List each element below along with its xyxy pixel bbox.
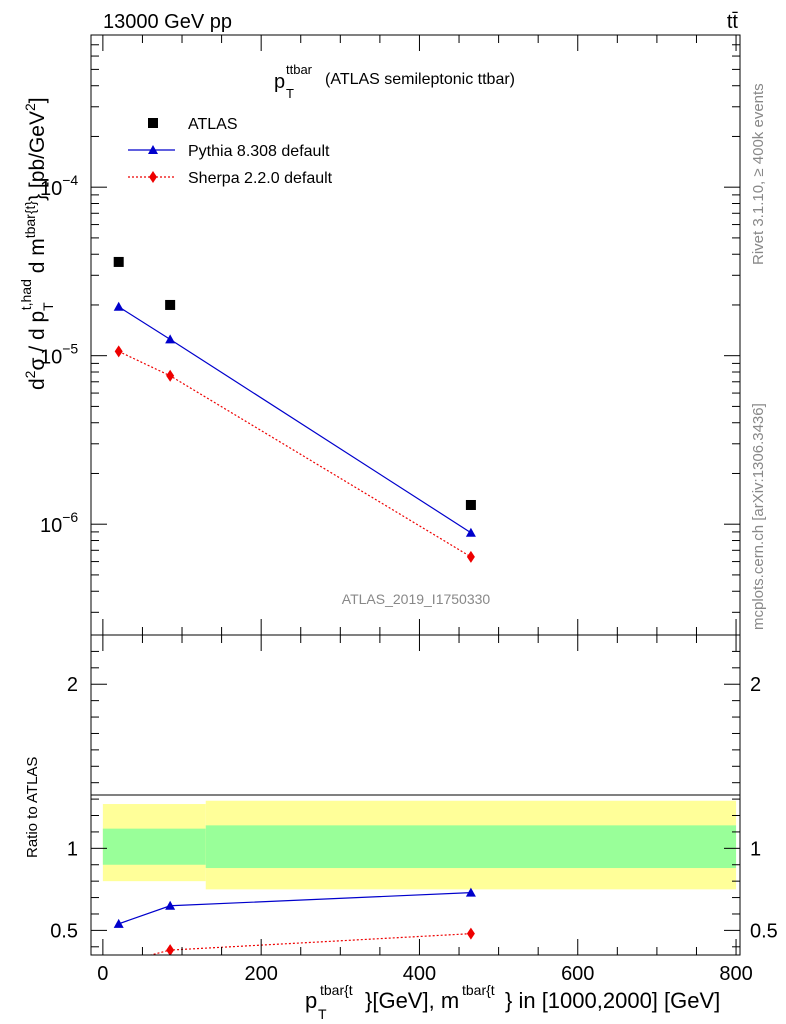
main-data-point: [113, 301, 124, 311]
main-y-tick-label: 10−6: [40, 509, 78, 537]
main-series-layer: [113, 256, 476, 563]
legend-entry-sherpa: Sherpa 2.2.0 default: [128, 170, 333, 187]
ratio-y-tick-label: 1: [67, 838, 78, 860]
ratio-x-tick-labels: 0 200 400 600 800: [97, 963, 752, 985]
ratio-data-point: [466, 927, 475, 940]
rivet-label: Rivet 3.1.10, ≥ 400k events: [750, 83, 767, 265]
ratio-x-tick-label: 800: [719, 963, 752, 985]
main-y-ticks: [91, 34, 740, 613]
main-y-tick-label: 10−5: [40, 341, 78, 369]
main-data-point: [165, 299, 176, 310]
main-x-ticks: [102, 35, 737, 635]
tick-base: 10: [40, 515, 62, 537]
main-data-point: [466, 550, 475, 563]
tick-exp: −5: [62, 341, 78, 357]
ratio-y-tick-label-right: 1: [750, 838, 761, 860]
legend-marker-atlas: [148, 118, 158, 128]
ratio-data-point: [166, 944, 175, 955]
ratio-panel: 0.5 0.51 12 2 0 200 400 600 800 Ratio to ATLAS …: [24, 634, 778, 1022]
ratio-y-tick-label: 0.5: [50, 920, 78, 942]
title-p: p: [274, 71, 285, 93]
ratio-bands: [102, 800, 737, 890]
main-y-tick-labels: 10−610−510−4: [40, 172, 78, 537]
ratio-data-point: [165, 900, 176, 910]
ratio-y-ticks: [91, 650, 740, 948]
xlabel-p: p: [305, 988, 317, 1013]
legend-entry-pythia: Pythia 8.308 default: [128, 143, 330, 160]
main-data-point: [166, 369, 175, 382]
legend-marker-pythia: [148, 145, 158, 154]
legend-label-sherpa: Sherpa 2.2.0 default: [188, 170, 333, 187]
ratio-series-layer: [113, 887, 476, 955]
main-data-point: [114, 345, 123, 358]
ratio-y-tick-label-right: 0.5: [750, 920, 778, 942]
ratio-x-tick-label: 200: [244, 963, 277, 985]
legend-label-pythia: Pythia 8.308 default: [188, 143, 330, 160]
ratio-band-inner: [205, 825, 737, 869]
ratio-x-tick-label: 400: [403, 963, 436, 985]
tick-base: 10: [40, 178, 62, 200]
ratio-data-point: [465, 887, 476, 897]
ratio-ylabel: Ratio to ATLAS: [24, 757, 41, 858]
xlabel-p-sub: T: [318, 1006, 327, 1022]
energy-label: 13000 GeV pp: [103, 11, 232, 33]
tick-exp: −4: [62, 172, 78, 188]
main-data-point: [165, 334, 176, 344]
xlabel-m-sup: tbar{t: [462, 982, 495, 998]
ratio-x-ticks: [102, 635, 737, 955]
main-data-point: [465, 499, 476, 510]
tick-base: 10: [40, 347, 62, 369]
legend-label-atlas: ATLAS: [188, 116, 238, 133]
ratio-y-tick-labels: 0.5 0.5 1 1 2 2: [50, 674, 778, 942]
main-ylabel: d2σ / d pTt,had d mtbar{t}} [pb/GeV2]: [18, 97, 56, 390]
main-data-point: [113, 256, 124, 267]
legend: ATLAS Pythia 8.308 default Sherpa 2.2.0 …: [128, 116, 333, 187]
analysis-watermark: ATLAS_2019_I1750330: [342, 591, 491, 607]
mcplots-label: mcplots.cern.ch [arXiv:1306.3436]: [750, 403, 767, 630]
title-sub: T: [286, 86, 294, 101]
ratio-y-tick-label-right: 2: [750, 674, 761, 696]
title-rest: (ATLAS semileptonic ttbar): [325, 71, 515, 88]
tick-exp: −6: [62, 509, 78, 525]
main-panel: 10−610−510−4 p T ttbar (ATLAS semilepton…: [18, 34, 741, 636]
main-series-line: [118, 350, 472, 558]
ratio-panel-frame: [90, 634, 741, 956]
x-axis-label: p T tbar{t }[GeV], m tbar{t } in [1000,2…: [305, 982, 720, 1022]
ratio-band-inner: [102, 828, 206, 865]
ratio-x-tick-label: 0: [97, 963, 108, 985]
main-title: p T ttbar (ATLAS semileptonic ttbar): [274, 62, 515, 101]
process-label: tt̄: [727, 11, 739, 33]
ratio-y-tick-label: 2: [67, 674, 78, 696]
legend-marker-sherpa: [149, 171, 157, 183]
legend-entry-atlas: ATLAS: [148, 116, 238, 133]
ratio-data-point: [113, 918, 124, 928]
main-y-tick-label: 10−4: [40, 172, 78, 200]
title-sup: ttbar: [286, 62, 313, 77]
xlabel-mid: }[GeV], m: [365, 988, 459, 1013]
main-y-axis-label: d2σ / d pTt,had d mtbar{t}} [pb/GeV2]: [18, 97, 56, 390]
ratio-x-tick-label: 600: [561, 963, 594, 985]
xlabel-p-sup: tbar{t: [320, 982, 353, 998]
xlabel-tail: } in [1000,2000] [GeV]: [505, 988, 720, 1013]
main-data-point: [465, 527, 476, 537]
